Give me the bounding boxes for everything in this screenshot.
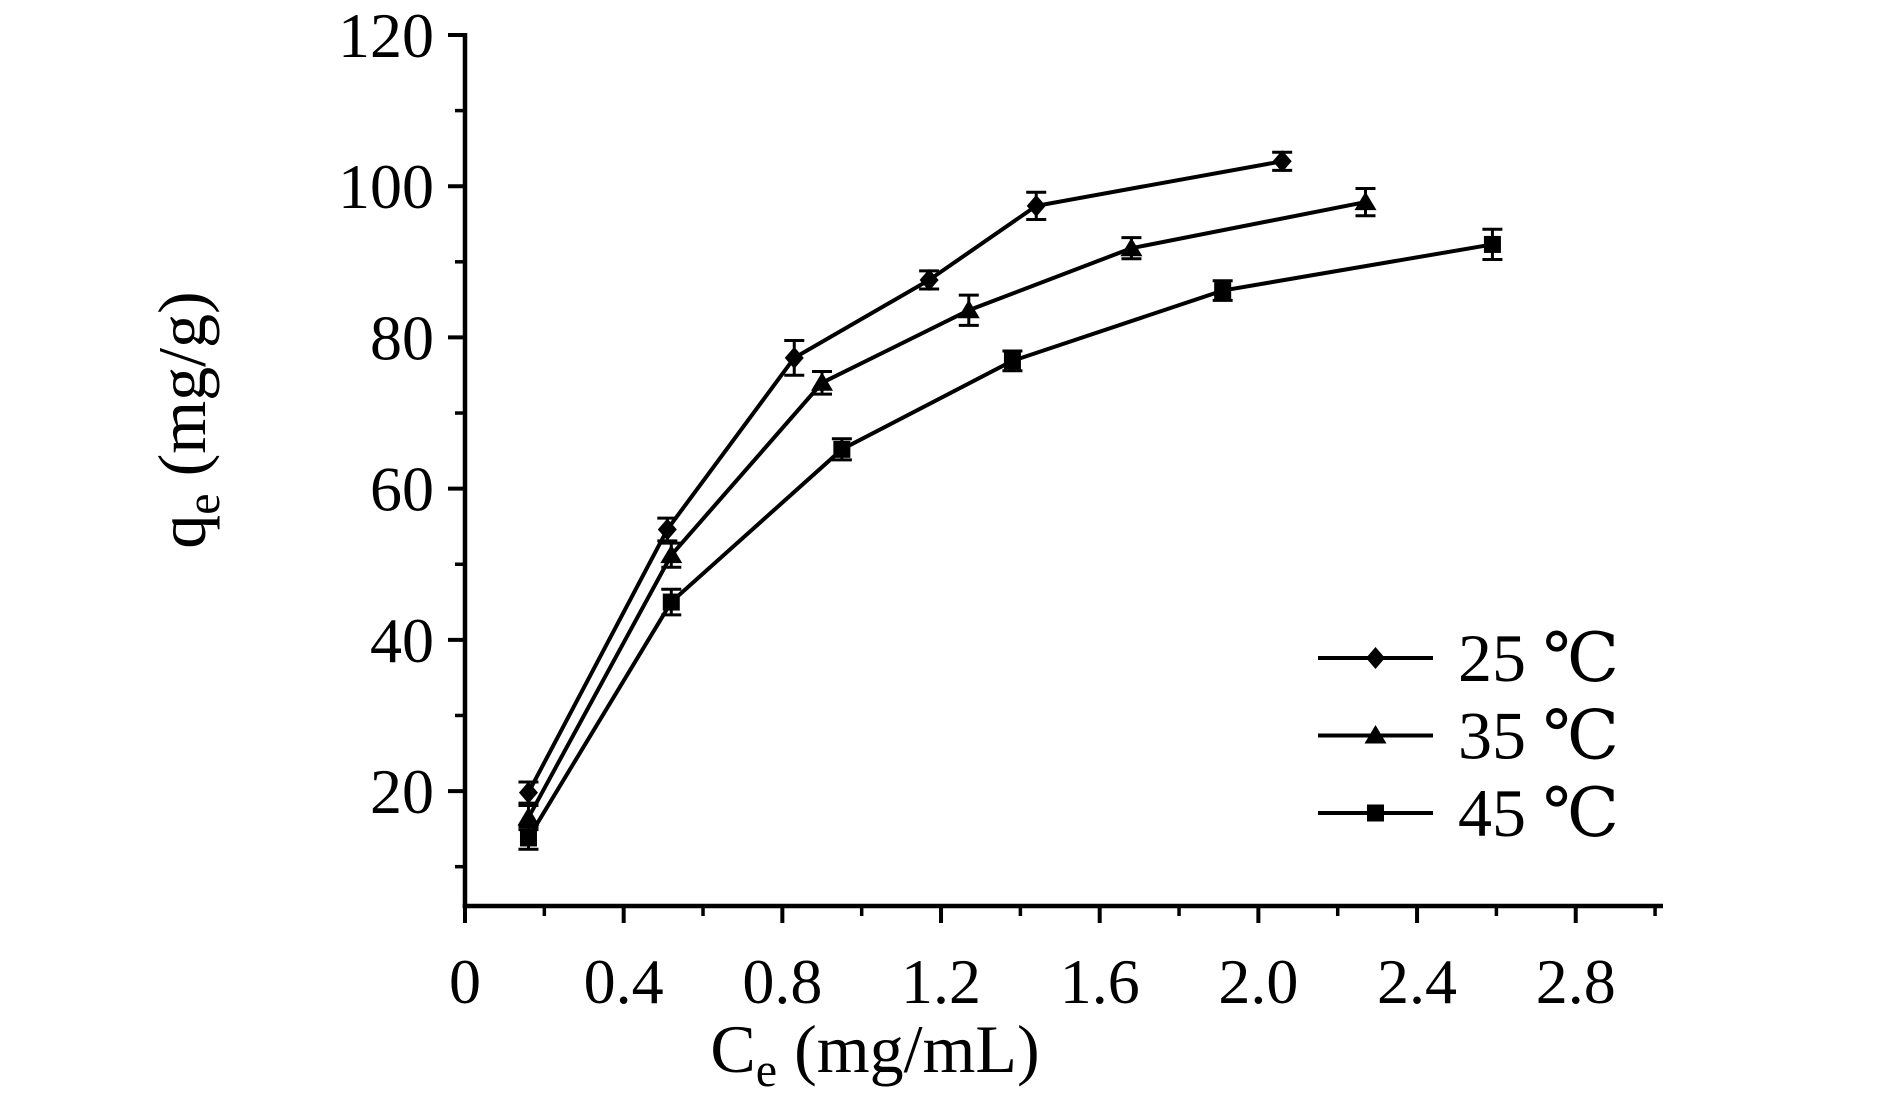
x-tick-label: 1.6 [1060, 946, 1140, 1017]
legend-item-25: 25 ℃ [1318, 620, 1619, 696]
legend-item-45: 45 ℃ [1318, 775, 1619, 851]
x-axis-title: Ce (mg/mL) [710, 1011, 1039, 1097]
diamond-marker [919, 268, 939, 291]
square-marker [833, 440, 851, 458]
y-tick-label: 80 [370, 302, 434, 373]
series-line [526, 242, 1493, 839]
legend: 25 ℃35 ℃45 ℃ [1318, 620, 1619, 851]
x-tick-label: 0.8 [742, 946, 822, 1017]
axes [462, 33, 1663, 909]
legend-label: 35 ℃ [1458, 698, 1619, 774]
y-tick-label: 60 [370, 454, 434, 525]
square-marker [1367, 804, 1384, 822]
triangle-marker [1354, 191, 1377, 211]
square-marker [519, 829, 537, 847]
legend-label: 25 ℃ [1458, 620, 1619, 696]
square-marker [1003, 352, 1021, 370]
x-tick-label: 2.0 [1218, 946, 1298, 1017]
triangle-marker [1120, 237, 1143, 257]
triangle-marker [1364, 725, 1387, 744]
legend-label: 45 ℃ [1458, 775, 1619, 851]
diamond-marker [1272, 150, 1292, 173]
x-tick-label: 2.4 [1377, 946, 1457, 1017]
y-axis-title: qe (mg/g) [144, 291, 230, 548]
diamond-marker [1026, 194, 1046, 217]
tick-labels: 0 0.4 0.8 1.2 1.6 2.0 2.4 2.8 20 40 60 80 100 120 [338, 0, 1616, 1017]
triangle-marker [957, 299, 980, 319]
triangle-marker [517, 807, 540, 826]
x-tick-label: 1.2 [901, 946, 981, 1017]
y-tick-label: 20 [370, 756, 434, 827]
triangle-marker [811, 372, 834, 391]
y-tick-label: 120 [338, 0, 434, 71]
series-35 [517, 186, 1377, 832]
y-tick-label: 40 [370, 605, 434, 676]
x-tick-label: 0 [449, 946, 481, 1017]
series-line [526, 200, 1366, 819]
square-marker [1483, 235, 1501, 253]
series-45 [518, 227, 1503, 851]
x-tick-label: 2.8 [1536, 946, 1616, 1017]
legend-item-35: 35 ℃ [1318, 698, 1619, 774]
diamond-marker [1366, 647, 1385, 669]
series-line [526, 159, 1283, 794]
x-tick-label: 0.4 [584, 946, 664, 1017]
y-tick-label: 100 [338, 151, 434, 222]
diamond-marker [784, 346, 804, 369]
square-marker [1214, 282, 1232, 300]
square-marker [662, 593, 680, 611]
ticks [448, 33, 1657, 923]
series-25 [518, 150, 1293, 805]
diamond-marker [518, 781, 538, 804]
diamond-marker [657, 518, 677, 541]
triangle-marker [660, 544, 683, 564]
